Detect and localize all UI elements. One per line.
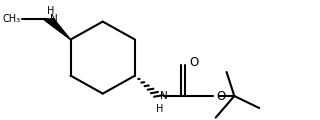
Polygon shape	[44, 18, 70, 40]
Text: H: H	[47, 6, 54, 16]
Text: O: O	[216, 90, 226, 102]
Text: CH₃: CH₃	[2, 14, 20, 24]
Text: N: N	[50, 14, 58, 24]
Text: O: O	[189, 56, 199, 69]
Text: H: H	[156, 104, 164, 114]
Text: N: N	[160, 91, 168, 101]
